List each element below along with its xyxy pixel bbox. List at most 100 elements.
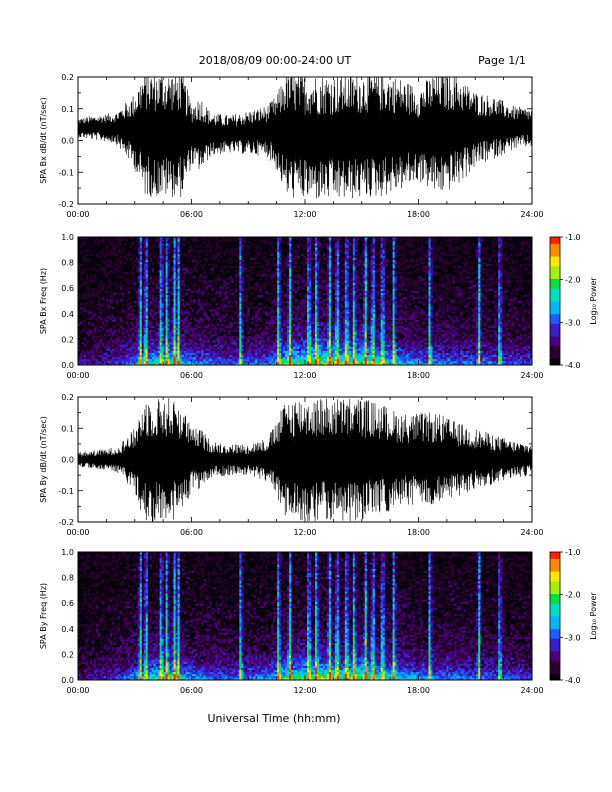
colorbar-segment — [550, 281, 560, 286]
colorbar-segment — [550, 593, 560, 598]
colorbar-segment — [550, 237, 560, 241]
colorbar-segment — [550, 256, 560, 260]
colorbar-segment — [550, 667, 560, 671]
y-tick-label: 0.2 — [61, 73, 74, 82]
colorbar-segment — [550, 307, 560, 311]
colorbar-segment — [550, 339, 560, 343]
colorbar-segment — [550, 628, 560, 633]
colorbar-segment — [550, 301, 560, 305]
x-tick-label: 12:00 — [293, 371, 316, 380]
colorbar-segment — [550, 603, 560, 607]
colorbar-segment — [550, 648, 560, 652]
y-axis-title: SPA Bx Freq (Hz) — [39, 268, 48, 334]
colorbar-segment — [550, 600, 560, 604]
colorbar-segment — [550, 660, 560, 665]
colorbar-segment — [550, 609, 560, 614]
colorbar-tick-label: -1.0 — [565, 233, 581, 242]
panel-3: 00:00 06:00 12:00 18:00 24:00 -0.2 -0.1 0.0 0.1 0… — [39, 393, 544, 537]
x-tick-label: 18:00 — [407, 686, 430, 695]
colorbar-label: Log₁₀ Power — [589, 592, 598, 640]
y-tick-label: -0.1 — [58, 168, 74, 177]
colorbar-tick-label: -4.0 — [565, 361, 581, 370]
x-tick-label: 06:00 — [180, 686, 203, 695]
colorbar-segment — [550, 657, 560, 662]
panels: 00:00 06:00 12:00 18:00 24:00 -0.2 -0.1 0.0 0.1 0… — [39, 73, 598, 695]
colorbar-segment — [550, 291, 560, 295]
spectrogram-cells — [78, 237, 533, 366]
x-tick-label: 18:00 — [407, 371, 430, 380]
y-tick-label: 1.0 — [61, 548, 74, 557]
x-tick-label: 00:00 — [66, 686, 89, 695]
colorbar-segment — [550, 352, 560, 356]
colorbar-segment — [550, 285, 560, 289]
y-tick-label: 0.2 — [61, 335, 74, 344]
colorbar-segment — [550, 246, 560, 251]
colorbar-segment — [550, 329, 560, 334]
colorbar-segment — [550, 580, 560, 585]
y-axis-title: SPA By dB/dt (nT/sec) — [39, 416, 48, 503]
x-tick-label: 06:00 — [180, 371, 203, 380]
y-tick-label: 0.0 — [61, 456, 74, 465]
colorbar-segment — [550, 564, 560, 569]
colorbar-segment — [550, 552, 560, 556]
colorbar-segment — [550, 297, 560, 302]
y-tick-label: -0.2 — [58, 518, 74, 527]
colorbar-segment — [550, 619, 560, 623]
panel-2: -1.0 -2.0 -3.0 -4.0 Log₁₀ Power 00:00 06:00 12:… — [39, 233, 598, 380]
y-tick-label: 0.4 — [61, 310, 74, 319]
colorbar-segment — [550, 638, 560, 642]
colorbar-segment — [550, 288, 560, 292]
y-axis-title: SPA By Freq (Hz) — [39, 583, 48, 649]
x-tick-label: 24:00 — [520, 371, 543, 380]
colorbar-segment — [550, 243, 560, 247]
x-tick-label: 12:00 — [293, 210, 316, 219]
colorbar-segment — [550, 625, 560, 630]
colorbar-segment — [550, 673, 560, 678]
colorbar-segment — [550, 635, 560, 639]
colorbar-tick-label: -1.0 — [565, 548, 581, 557]
colorbar-tick-label: -2.0 — [565, 276, 581, 285]
colorbar-segment — [550, 320, 560, 324]
x-tick-label: 06:00 — [180, 528, 203, 537]
figure-title: 2018/08/09 00:00-24:00 UT — [199, 54, 352, 67]
spectrogram-cells — [78, 552, 533, 681]
colorbar-segment — [550, 310, 560, 315]
x-tick-label: 00:00 — [66, 371, 89, 380]
colorbar-segment — [550, 670, 560, 674]
x-tick-label: 12:00 — [293, 686, 316, 695]
colorbar-segment — [550, 577, 560, 582]
colorbar-segment — [550, 253, 560, 257]
colorbar-segment — [550, 664, 560, 668]
colorbar-segment — [550, 240, 560, 244]
colorbar-segment — [550, 317, 560, 321]
colorbar-segment — [550, 555, 560, 559]
colorbar-tick-label: -3.0 — [565, 318, 581, 327]
x-axis-title: Universal Time (hh:mm) — [208, 712, 341, 725]
y-tick-label: 0.0 — [61, 361, 74, 370]
y-tick-label: 0.2 — [61, 393, 74, 402]
colorbar-segment — [550, 568, 560, 572]
colorbar-frame — [549, 236, 561, 366]
colorbar-segment — [550, 651, 560, 655]
x-tick-label: 12:00 — [293, 528, 316, 537]
y-tick-label: 0.0 — [61, 137, 74, 146]
colorbar-segment — [550, 644, 560, 649]
colorbar-segment — [550, 622, 560, 626]
waveform-trace — [78, 77, 532, 199]
colorbar: -1.0 -2.0 -3.0 -4.0 Log₁₀ Power — [549, 233, 598, 370]
x-tick-label: 24:00 — [520, 528, 543, 537]
x-tick-label: 18:00 — [407, 210, 430, 219]
y-tick-label: 0.1 — [61, 105, 74, 114]
x-tick-label: 06:00 — [180, 210, 203, 219]
x-tick-label: 18:00 — [407, 528, 430, 537]
colorbar-segment — [550, 275, 560, 279]
y-tick-label: -0.1 — [58, 487, 74, 496]
colorbar-segment — [550, 272, 560, 276]
panel-1: 00:00 06:00 12:00 18:00 24:00 -0.2 -0.1 0.0 0.1 0… — [39, 73, 544, 219]
colorbar-segment — [550, 558, 560, 562]
x-tick-label: 24:00 — [520, 210, 543, 219]
colorbar-segment — [550, 654, 560, 658]
y-tick-label: 0.6 — [61, 284, 74, 293]
y-tick-label: 0.8 — [61, 574, 74, 583]
